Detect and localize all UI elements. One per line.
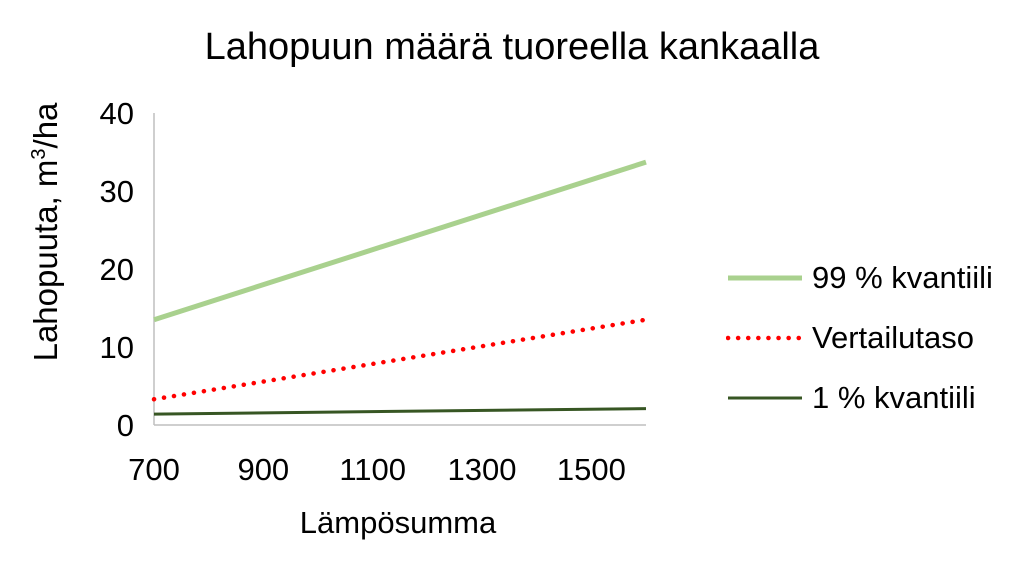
legend-swatch: [726, 335, 804, 341]
x-tick-label: 1300: [448, 452, 517, 487]
x-tick-label: 1500: [557, 452, 626, 487]
series-line-2: [151, 317, 649, 402]
legend: 99 % kvantiili Vertailutaso 1 % kvantiili: [726, 248, 993, 428]
legend-label: 99 % kvantiili: [812, 260, 993, 295]
legend-item: Vertailutaso: [726, 308, 993, 368]
legend-label: 1 % kvantiili: [812, 380, 976, 415]
y-tick-label: 40: [100, 96, 134, 131]
x-tick-label: 1100: [339, 452, 406, 487]
y-tick-label: 30: [100, 174, 134, 209]
legend-item: 99 % kvantiili: [726, 248, 993, 308]
y-tick-label: 0: [117, 408, 134, 443]
legend-item: 1 % kvantiili: [726, 368, 993, 428]
legend-label: Vertailutaso: [812, 320, 974, 355]
chart-title: Lahopuun määrä tuoreella kankaalla: [204, 26, 820, 68]
legend-swatch: [728, 396, 802, 400]
x-tick-label: 700: [128, 452, 180, 487]
y-tick-label: 10: [100, 330, 134, 365]
series-line-1: [153, 159, 647, 323]
series-line-3: [153, 407, 647, 416]
y-tick-label: 20: [100, 252, 134, 287]
x-tick-label: 900: [237, 452, 289, 487]
x-axis-label: Lämpösumma: [299, 505, 497, 540]
legend-swatch: [728, 275, 802, 281]
